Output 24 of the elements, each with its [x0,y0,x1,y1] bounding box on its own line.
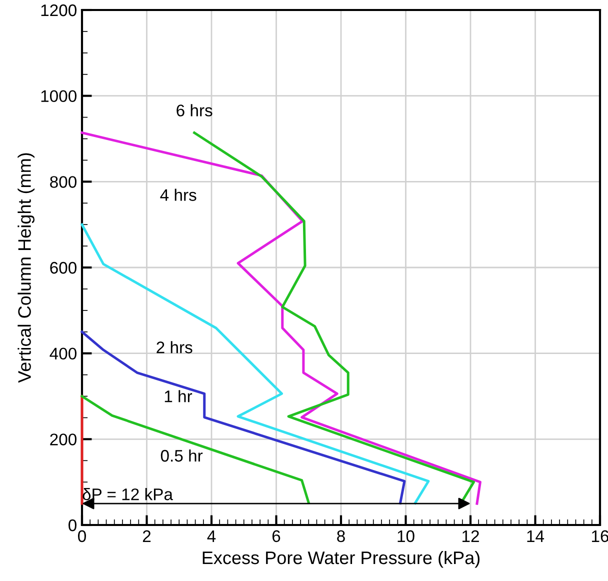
x-tick-label: 4 [207,530,216,542]
x-tick-label: 10 [398,530,414,542]
y-tick-label: 600 [50,262,76,274]
x-axis-title: Excess Pore Water Pressure (kPa) [202,550,480,568]
series-label: 6 hrs [176,104,212,116]
y-tick-label: 1200 [41,4,76,16]
x-tick-label: 8 [337,530,345,542]
y-axis-title: Vertical Column Height (mm) [18,153,35,383]
x-tick-label: 6 [272,530,280,542]
line-series [80,330,406,504]
line-series [80,223,430,504]
y-tick-label: 200 [50,434,76,446]
x-tick-label: 0 [78,530,86,542]
y-tick-label: 0 [68,519,76,532]
series-label: 2 hrs [156,341,192,354]
series-label: 4 hrs [160,188,196,201]
x-tick-label: 14 [527,530,544,542]
y-tick-label: 1000 [41,90,76,102]
x-tick-label: 12 [462,530,479,542]
series-label: 1 hr [164,390,192,402]
y-tick-label: 800 [50,176,76,188]
x-tick-label: 2 [142,530,151,542]
series-label: 0.5 hr [160,449,203,462]
y-tick-label: 400 [50,348,76,360]
